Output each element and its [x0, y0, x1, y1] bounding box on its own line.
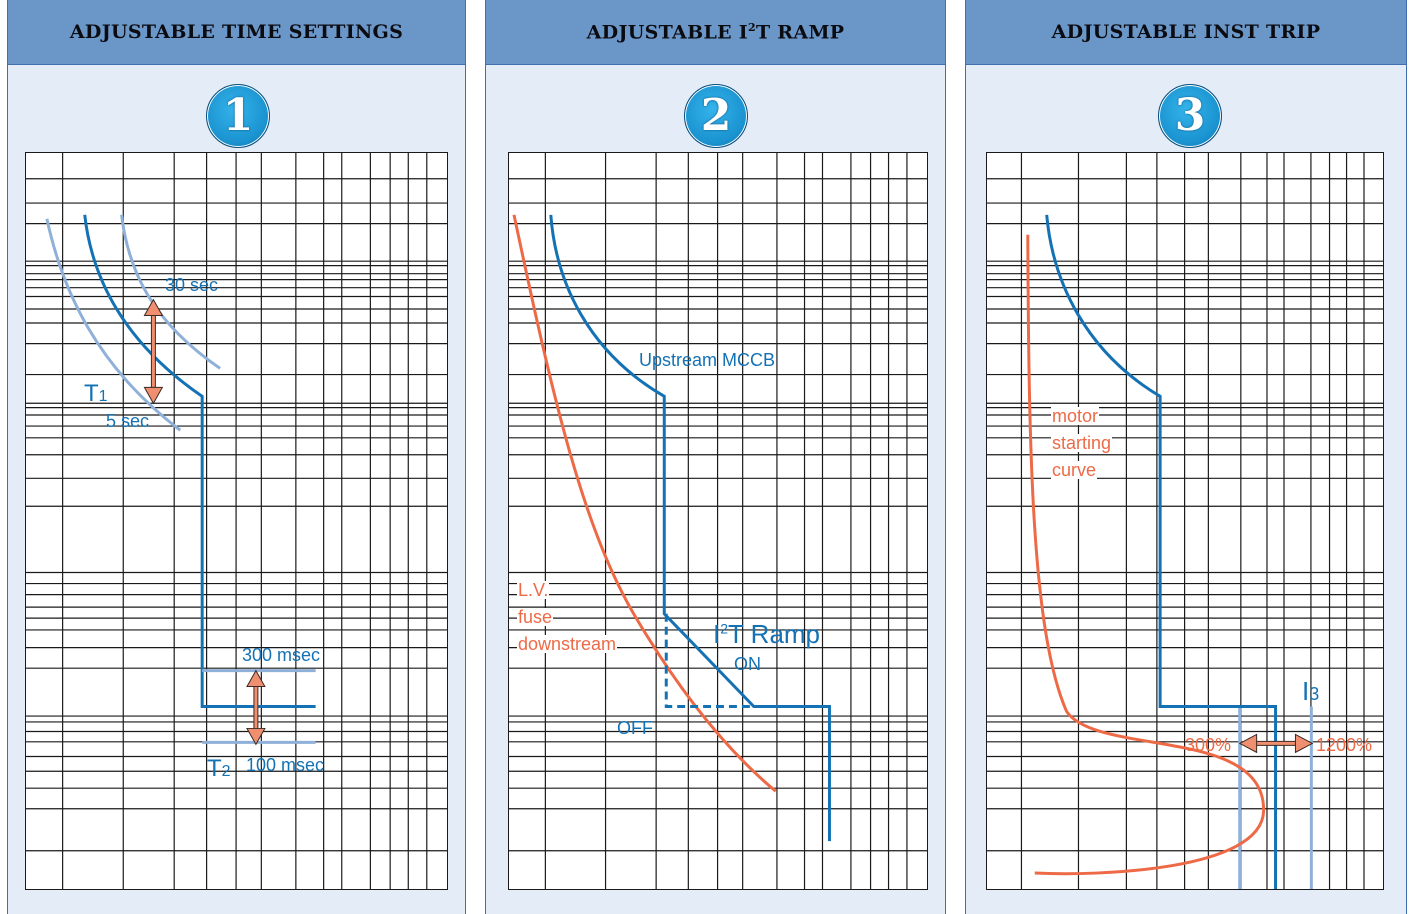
step-number: 3: [1174, 90, 1206, 141]
step-number-badge: 3: [1158, 84, 1222, 148]
panel-time-settings: ADJUSTABLE TIME SETTINGS 1: [7, 0, 466, 914]
label-downstream: downstream: [517, 634, 618, 654]
panel-title: ADJUSTABLE I2T RAMP: [586, 20, 845, 44]
label-starting: starting: [1051, 433, 1113, 453]
label-5-sec: 5 sec: [106, 411, 150, 431]
label-300-percent: 300%: [1185, 735, 1232, 755]
label-i2t-ramp: I2T Ramp: [713, 619, 821, 649]
label-30-sec: 30 sec: [165, 275, 219, 295]
log-grid: [987, 153, 1383, 889]
time-current-chart: motor starting curve I3 300% 1200%: [986, 152, 1384, 890]
panel-title: ADJUSTABLE TIME SETTINGS: [69, 21, 404, 43]
i3-adjust-arrow: [1238, 733, 1314, 754]
step-number-badge: 1: [206, 84, 270, 148]
panel-title: ADJUSTABLE INST TRIP: [1051, 21, 1321, 43]
label-on: ON: [734, 654, 761, 674]
time-current-chart: 30 sec T1 5 sec 300 msec T2 100 msec: [25, 152, 448, 890]
label-lv: L.V.: [517, 580, 550, 600]
label-off: OFF: [617, 718, 653, 738]
panel-i2t-ramp: ADJUSTABLE I2T RAMP 2 Upstream MCCB L.V.…: [485, 0, 946, 914]
chart-svg: [509, 153, 927, 889]
label-300-msec: 300 msec: [242, 645, 321, 665]
step-number-badge: 2: [684, 84, 748, 148]
chart-svg: [26, 153, 447, 889]
t1-max-curve: [120, 214, 221, 370]
log-grid: [509, 153, 927, 889]
trip-curve: [1045, 214, 1278, 889]
step-number: 1: [222, 90, 254, 141]
mccb-trip-curve: [549, 214, 831, 842]
label-t1: T1: [84, 380, 108, 407]
label-t2: T2: [207, 755, 231, 782]
t2-adjust-arrow: [246, 669, 266, 746]
fuse-curve: [512, 214, 777, 793]
label-curve: curve: [1051, 460, 1098, 480]
time-current-chart: Upstream MCCB L.V. fuse downstream I2T R…: [508, 152, 928, 890]
i2t-off-path: [664, 613, 754, 708]
label-i3: I3: [1302, 676, 1320, 706]
t1-adjust-arrow: [143, 298, 164, 405]
label-upstream-mccb: Upstream MCCB: [639, 350, 776, 370]
panel-header: ADJUSTABLE I2T RAMP: [486, 0, 945, 65]
panel-header: ADJUSTABLE INST TRIP: [966, 0, 1406, 65]
t1-min-curve: [45, 218, 182, 432]
panel-inst-trip: ADJUSTABLE INST TRIP 3 motor starting cu…: [965, 0, 1407, 914]
trip-curve: [83, 214, 316, 708]
chart-svg: [987, 153, 1383, 889]
log-grid: [26, 153, 447, 889]
panel-header: ADJUSTABLE TIME SETTINGS: [8, 0, 465, 65]
label-1200-percent: 1200%: [1316, 735, 1373, 755]
step-number: 2: [700, 90, 732, 141]
label-100-msec: 100 msec: [246, 755, 325, 775]
label-motor: motor: [1051, 406, 1100, 426]
motor-starting-curve: [1026, 234, 1266, 876]
label-fuse: fuse: [517, 607, 554, 627]
